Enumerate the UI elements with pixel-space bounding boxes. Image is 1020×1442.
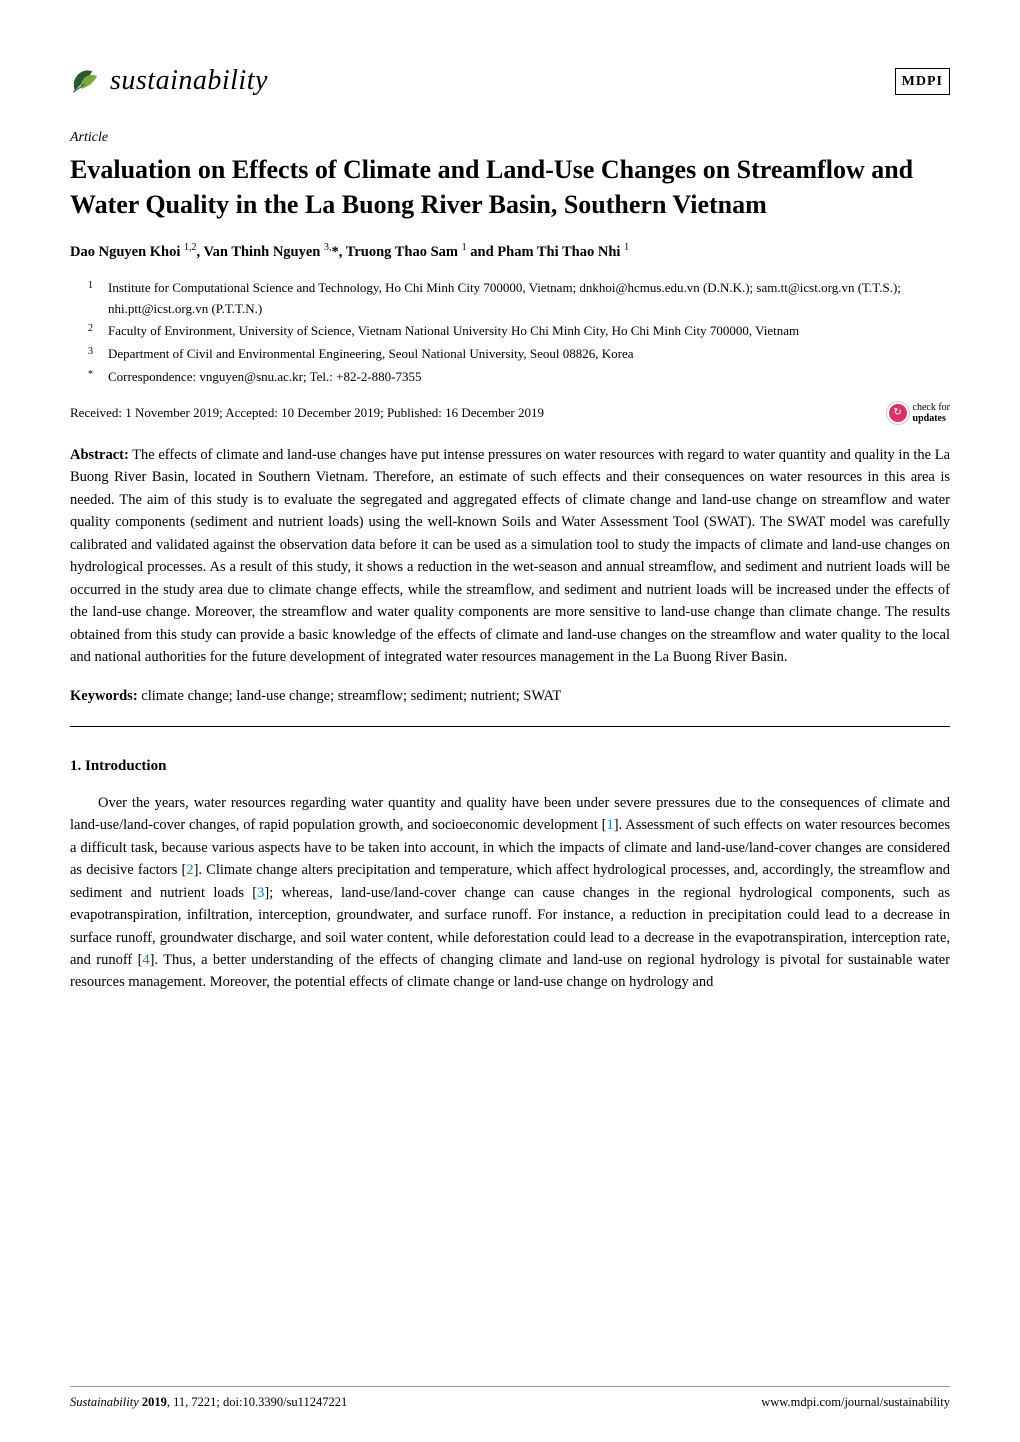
section-divider [70,726,950,727]
keywords-label: Keywords: [70,688,138,704]
check-updates-line1: check for [913,402,950,413]
footer-left: Sustainability 2019, 11, 7221; doi:10.33… [70,1393,347,1412]
publication-dates: Received: 1 November 2019; Accepted: 10 … [70,403,544,423]
section-heading-introduction: 1. Introduction [70,755,950,778]
introduction-paragraph: Over the years, water resources regardin… [70,792,950,994]
footer-journal: Sustainability [70,1395,142,1409]
affiliations-block: 1 Institute for Computational Science and… [70,278,950,388]
page-footer: Sustainability 2019, 11, 7221; doi:10.33… [70,1386,950,1412]
journal-name: sustainability [110,60,268,102]
affiliation-text: Faculty of Environment, University of Sc… [108,321,950,342]
reference-link[interactable]: 1 [606,817,613,833]
reference-link[interactable]: 2 [186,862,193,878]
publisher-logo: MDPI [895,68,950,95]
keywords-text: climate change; land-use change; streamf… [138,688,562,704]
reference-link[interactable]: 4 [142,952,149,968]
affiliation-text: Department of Civil and Environmental En… [108,344,950,365]
abstract-label: Abstract: [70,447,129,463]
check-updates-text: check for updates [913,402,950,424]
affiliation-text: Correspondence: vnguyen@snu.ac.kr; Tel.:… [108,367,950,388]
check-updates-line2: updates [913,413,950,424]
affiliation-row: 1 Institute for Computational Science and… [88,278,950,320]
affiliation-marker: * [88,367,96,388]
reference-link[interactable]: 3 [257,885,264,901]
affiliation-marker: 1 [88,278,96,320]
affiliation-marker: 3 [88,344,96,365]
affiliation-text: Institute for Computational Science and … [108,278,950,320]
abstract: Abstract: The effects of climate and lan… [70,444,950,669]
keywords: Keywords: climate change; land-use chang… [70,686,950,708]
footer-citation: , 11, 7221; doi:10.3390/su11247221 [167,1395,347,1409]
article-type: Article [70,127,950,148]
article-title: Evaluation on Effects of Climate and Lan… [70,152,950,222]
leaf-icon [70,65,102,97]
affiliation-row: * Correspondence: vnguyen@snu.ac.kr; Tel.… [88,367,950,388]
affiliation-marker: 2 [88,321,96,342]
check-updates-badge[interactable]: ↻ check for updates [887,402,950,424]
header-row: sustainability MDPI [70,60,950,102]
affiliation-row: 3 Department of Civil and Environmental E… [88,344,950,365]
dates-row: Received: 1 November 2019; Accepted: 10 … [70,402,950,424]
journal-logo: sustainability [70,60,268,102]
footer-right: www.mdpi.com/journal/sustainability [761,1393,950,1412]
abstract-text: The effects of climate and land-use chan… [70,447,950,665]
check-updates-icon: ↻ [887,402,909,424]
affiliation-row: 2 Faculty of Environment, University of S… [88,321,950,342]
footer-year: 2019 [142,1395,167,1409]
authors-line: Dao Nguyen Khoi 1,2, Van Thinh Nguyen 3,… [70,240,950,264]
